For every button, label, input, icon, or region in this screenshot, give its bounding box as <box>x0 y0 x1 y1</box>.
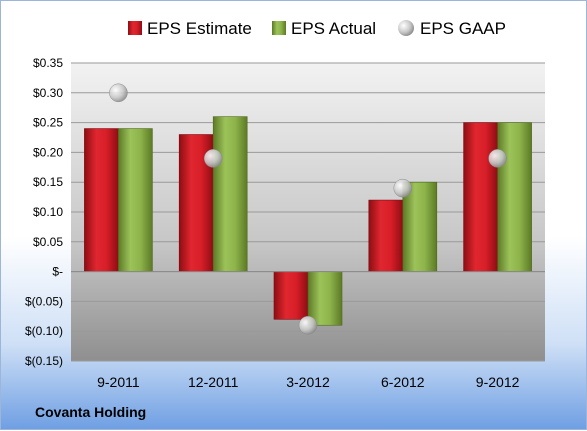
bar-series <box>84 116 532 326</box>
x-axis-category-labels: 9-2011 12-2011 3-2012 6-2012 9-2012 <box>97 374 519 390</box>
gaap-points <box>109 83 507 335</box>
bar-eps-estimate <box>463 122 498 272</box>
bar-eps-estimate <box>368 199 404 272</box>
y-tick-label: $0.10 <box>33 205 63 219</box>
y-tick-label: $0.15 <box>33 175 63 189</box>
legend-swatch-eps-estimate <box>128 21 142 35</box>
y-tick-label: $(0.10) <box>25 324 63 338</box>
legend-label-eps-estimate: EPS Estimate <box>147 19 252 38</box>
legend-swatch-eps-gaap <box>398 20 414 36</box>
bar-eps-actual <box>402 181 438 272</box>
y-tick-label: $0.35 <box>33 56 63 70</box>
legend-label-eps-gaap: EPS GAAP <box>420 19 506 38</box>
x-category-label: 9-2012 <box>476 374 520 390</box>
y-tick-label: $(0.15) <box>25 354 63 368</box>
x-category-label: 3-2012 <box>286 374 330 390</box>
point-eps-gaap <box>109 83 128 103</box>
legend-label-eps-actual: EPS Actual <box>291 19 376 38</box>
bar-eps-actual <box>497 122 532 272</box>
y-tick-label: $(0.05) <box>25 294 63 308</box>
legend: EPS Estimate EPS Actual EPS GAAP <box>128 19 506 38</box>
legend-swatch-eps-actual <box>272 21 286 35</box>
point-eps-gaap <box>298 315 318 335</box>
bar-eps-estimate <box>273 271 309 320</box>
x-category-label: 6-2012 <box>381 374 425 390</box>
y-tick-label: $0.05 <box>33 235 63 249</box>
company-name: Covanta Holding <box>35 404 146 420</box>
bar-eps-estimate <box>84 128 119 272</box>
bar-eps-actual <box>212 116 248 272</box>
y-tick-label: $- <box>52 265 63 279</box>
y-axis-tick-labels: $0.35 $0.30 $0.25 $0.20 $0.15 $0.10 $0.05 $- $(0… <box>25 56 63 368</box>
point-eps-gaap <box>488 149 507 168</box>
y-tick-label: $0.20 <box>33 145 63 159</box>
x-category-label: 12-2011 <box>188 374 239 390</box>
x-category-label: 9-2011 <box>97 374 140 390</box>
y-tick-label: $0.25 <box>33 116 63 130</box>
point-eps-gaap <box>203 149 223 168</box>
y-tick-label: $0.30 <box>33 86 63 100</box>
point-eps-gaap <box>393 178 413 198</box>
bar-eps-actual <box>118 128 153 272</box>
bar-eps-actual <box>307 271 343 326</box>
